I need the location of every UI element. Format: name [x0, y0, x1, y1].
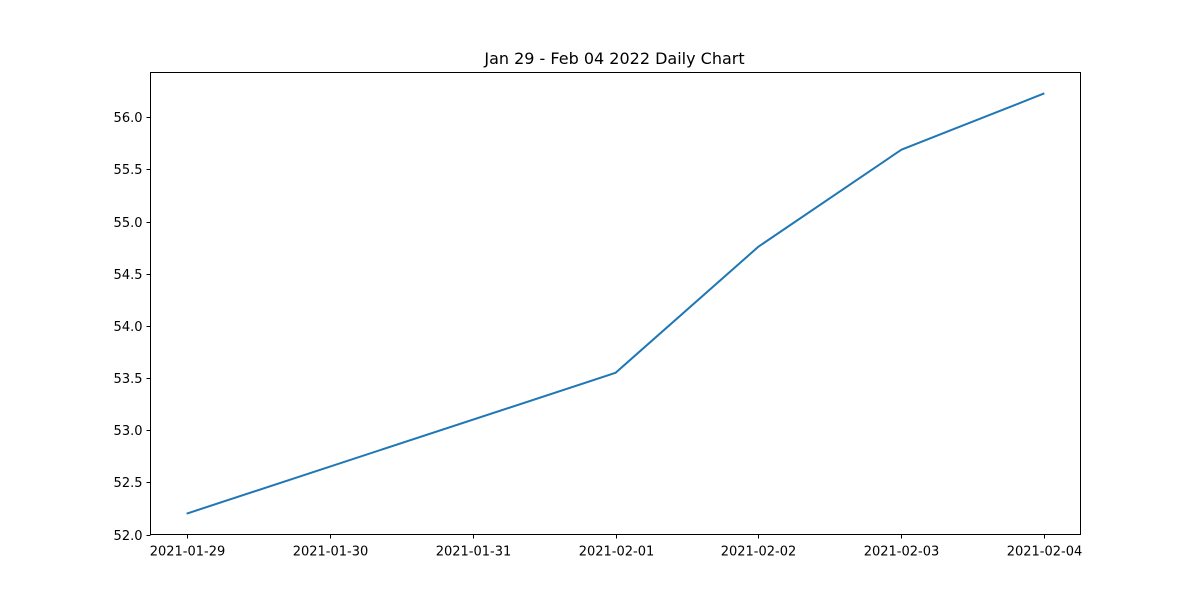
y-tick-label: 54.5 — [114, 268, 143, 283]
y-tick-label: 53.5 — [114, 372, 143, 387]
x-tick-label: 2021-02-03 — [864, 545, 940, 560]
y-tick-label: 52.5 — [114, 476, 143, 491]
x-axis-ticks: 2021-01-29 2021-01-30 2021-01-31 2021-02-01… — [150, 534, 1083, 560]
y-tick-label: 53.0 — [114, 424, 143, 439]
x-tick-label: 2021-01-31 — [436, 545, 512, 560]
y-tick-label: 55.0 — [114, 216, 143, 231]
x-tick-label: 2021-02-01 — [579, 545, 655, 560]
y-axis-ticks: 52.0 52.5 53.0 53.5 54.0 54.5 55.0 55.5 56.0 — [114, 111, 151, 544]
chart-title: Jan 29 - Feb 04 2022 Daily Chart — [483, 49, 744, 68]
plot-area-frame — [150, 72, 1081, 535]
y-tick-label: 55.5 — [114, 163, 143, 178]
x-tick-label: 2021-01-30 — [293, 545, 369, 560]
y-tick-label: 52.0 — [114, 529, 143, 544]
x-tick-label: 2021-01-29 — [150, 545, 226, 560]
y-tick-label: 56.0 — [114, 111, 143, 126]
x-tick-label: 2021-02-04 — [1007, 545, 1083, 560]
y-tick-label: 54.0 — [114, 320, 143, 335]
series-layer — [186, 92, 1045, 515]
x-tick-label: 2021-02-02 — [721, 545, 797, 560]
